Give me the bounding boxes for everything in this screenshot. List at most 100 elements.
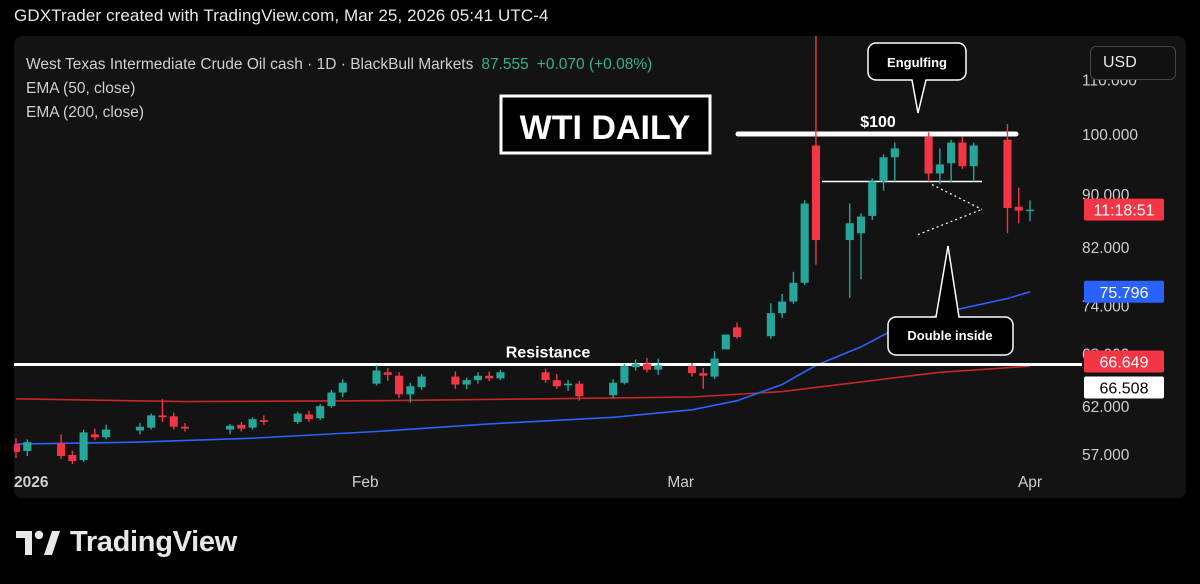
price-label-text: 75.796 [1100,285,1149,302]
candle-body [248,419,257,428]
candle-body [924,136,933,174]
title-text: WTI DAILY [520,109,691,147]
price-label-text: 66.508 [1100,381,1149,398]
candle-body [631,363,640,368]
candle-body [383,372,392,375]
candle-body [135,426,144,431]
candle-body [642,363,651,370]
legend-symbol-row: West Texas Intermediate Crude Oil cash ·… [26,53,652,77]
legend-change: +0.070 (+0.08%) [536,56,653,73]
x-tick-label: Apr [1018,474,1042,491]
ema50-line [15,291,1031,445]
chart-caption: GDXTrader created with TradingView.com, … [14,6,549,25]
brand-footer: TradingView [16,526,237,559]
legend-ema200[interactable]: EMA (200, close) [26,104,145,121]
candle-body [969,145,978,167]
candle-body [226,425,235,430]
engulfing-label: Engulfing [887,55,947,70]
candle-body [372,370,381,384]
candle-body [1003,139,1012,209]
candle-body [778,301,787,314]
legend-price: 87.555 [481,56,529,73]
title-box [499,94,712,155]
candle-body [90,434,99,438]
engulfing-callout [867,42,967,114]
candle-body [609,382,618,396]
candle-body [316,406,325,419]
time-axis-bg [14,464,1082,498]
triangle-lower-line [917,208,983,236]
candle-body [169,416,178,427]
candle-body [102,429,111,438]
candle-body [237,424,246,429]
currency-button[interactable]: USD [1090,46,1176,80]
candle-body [451,376,460,385]
candle-body [147,415,156,428]
y-tick-label: 57.000 [1082,447,1130,464]
y-tick-label: 82.000 [1082,240,1130,257]
candle-body [811,145,820,241]
x-tick-label: Feb [352,474,379,491]
candle-body [721,334,730,350]
tradingview-logo-icon [16,530,60,555]
candle-body [485,375,494,379]
candle-body [541,372,550,381]
candle-body [766,313,775,337]
price-label-text: 11:18:51 [1093,203,1154,220]
candle-body [158,415,167,418]
candle-body [935,164,944,174]
triangle-upper-line [931,184,983,210]
x-tick-label: Mar [667,474,694,491]
candle-body [68,454,77,462]
candle-body [575,383,584,397]
price-label-bg [1084,350,1164,373]
candle-body [710,358,719,377]
x-tick-label: 2026 [14,474,49,491]
double-inside-label: Double inside [907,328,992,343]
candle-body [79,432,88,461]
candle-body [856,216,866,234]
legend-ema50[interactable]: EMA (50, close) [26,80,136,97]
price-label-bg [1084,280,1164,303]
candle-body [654,365,663,370]
legend-symbol[interactable]: West Texas Intermediate Crude Oil cash ·… [26,56,474,73]
candle-body [733,327,742,338]
candle-body [699,373,708,376]
candle-body [14,444,21,453]
price-label-bg [1084,198,1164,221]
candle-body [406,386,415,395]
candle-body [845,223,854,241]
ema200-line [15,365,1031,403]
candle-body [23,442,32,452]
candle-body [304,414,313,420]
brand-name: TradingView [70,526,237,558]
candle-body [395,375,404,395]
chart-legend: West Texas Intermediate Crude Oil cash ·… [26,53,652,125]
candle-body [947,142,956,164]
candle-body [496,372,505,379]
candle-body [620,366,629,383]
price-label-bg [1084,376,1164,399]
candle-body [180,426,190,429]
candle-body [958,142,967,167]
double-inside-callout [887,245,1014,356]
candle-body [327,392,336,407]
candle-body [687,366,697,374]
candle-body [338,382,347,393]
candle-body [552,380,561,387]
candle-body [293,413,302,422]
price-label-text: 66.649 [1100,355,1149,372]
candle-body [564,383,573,386]
candle-body [868,181,877,216]
candle-body [1014,206,1023,211]
candle-body [800,203,809,283]
level-100-label: $100 [860,114,896,131]
candle-body [57,443,66,457]
candle-body [1025,209,1035,212]
y-tick-label: 100.000 [1082,127,1138,144]
candle-body [890,148,899,158]
y-tick-label: 62.000 [1082,399,1130,416]
resistance-label: Resistance [506,345,591,362]
chart-panel[interactable]: $100 Resistance WTI DAILY Engulfing Double i… [14,36,1186,498]
candle-body [473,375,482,381]
